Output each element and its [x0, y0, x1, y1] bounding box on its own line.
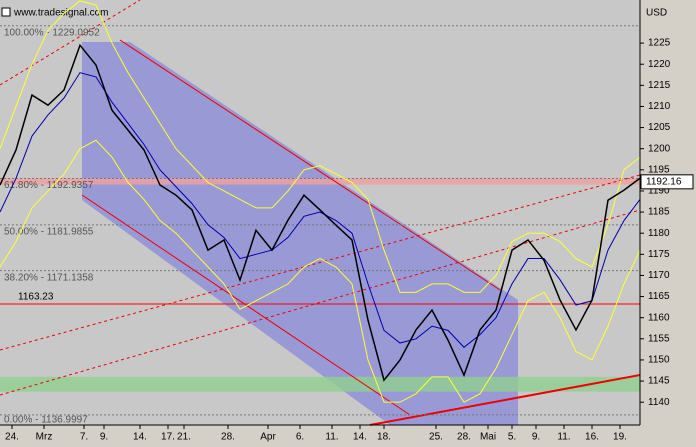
- x-tick-label: 14.: [353, 432, 367, 443]
- axis-area: [640, 0, 696, 447]
- x-tick-label: 9.: [100, 432, 108, 443]
- y-tick-label: 1200: [648, 143, 671, 154]
- y-tick-label: 1190: [648, 186, 670, 197]
- fib-label: 50.00% - 1181.9855: [4, 226, 94, 237]
- x-tick-label: 25.: [429, 432, 443, 443]
- y-tick-label: 1175: [648, 249, 670, 260]
- y-tick-label: 1195: [648, 164, 670, 175]
- y-tick-label: 1220: [648, 59, 671, 70]
- x-tick-label: 14.: [133, 432, 147, 443]
- fib-label: 38.20% - 1171.1358: [4, 272, 94, 283]
- resistance-band: [0, 178, 640, 185]
- fib-label: 61.80% - 1192.9357: [4, 180, 94, 191]
- x-tick-label: 11.: [557, 432, 570, 443]
- trend-line: [369, 374, 641, 426]
- x-tick-label: 19.: [613, 432, 627, 443]
- channel-line: [81, 194, 411, 416]
- y-tick-label: 1160: [648, 312, 670, 323]
- y-tick-label: 1170: [648, 270, 670, 281]
- fib-label: 0.00% - 1136.9997: [4, 415, 88, 426]
- y-tick-label: 1180: [648, 228, 670, 239]
- x-tick-label: 7.: [80, 432, 88, 443]
- y-tick-label: 1140: [648, 397, 670, 408]
- y-tick-label: 1225: [648, 38, 671, 49]
- x-tick-label: 18.: [377, 432, 391, 443]
- x-tick-label: 24.: [5, 432, 19, 443]
- x-tick-label: 11.: [325, 432, 338, 443]
- x-tick-label: 5.: [508, 432, 516, 443]
- x-tick-label: 28.: [221, 432, 235, 443]
- last-price-label: 1192.16: [646, 176, 682, 187]
- price-line: [0, 0, 641, 293]
- y-tick-label: 1185: [648, 207, 670, 218]
- y-tick-label: 1205: [648, 122, 671, 133]
- fib-label: 100.00% - 1229.0952: [4, 27, 100, 38]
- currency: USD: [646, 8, 667, 19]
- x-tick-label: Mai: [480, 432, 496, 443]
- price-line: [0, 43, 641, 382]
- y-tick-label: 1150: [648, 355, 670, 366]
- y-tick-label: 1215: [648, 80, 671, 91]
- axis-area: [0, 425, 640, 447]
- logo-icon: [1, 7, 11, 17]
- y-tick-label: 1145: [648, 376, 670, 387]
- last-price-box: [640, 174, 694, 190]
- channel-line: [119, 39, 501, 291]
- channel: [82, 42, 518, 425]
- x-tick-label: 21.: [177, 432, 191, 443]
- x-tick-label: 9.: [532, 432, 540, 443]
- price-line: [0, 139, 641, 403]
- x-tick-label: Mrz: [36, 432, 53, 443]
- trend-line: [0, 174, 641, 351]
- y-tick-label: 1210: [648, 101, 671, 112]
- zone-band: [0, 376, 640, 392]
- x-tick-label: 28.: [457, 432, 471, 443]
- y-tick-label: 1155: [648, 333, 670, 344]
- x-tick-label: 16.: [585, 432, 599, 443]
- source: www.tradesignal.com: [13, 8, 108, 19]
- y-tick-label: 1165: [648, 291, 670, 302]
- x-tick-label: 17.: [161, 432, 175, 443]
- x-tick-label: Apr: [260, 432, 276, 443]
- x-tick-label: 6.: [296, 432, 304, 443]
- support-label: 1163.23: [18, 292, 54, 303]
